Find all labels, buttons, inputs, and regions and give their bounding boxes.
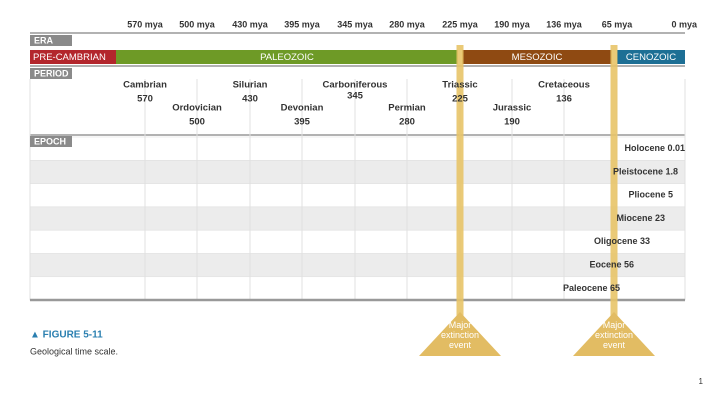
period-name: Devonian [281,103,324,114]
period-mya: 190 [504,117,520,128]
epoch-row [29,206,686,231]
time-label: 395 mya [284,19,321,29]
extinction-note: Major extinction event [440,320,480,350]
period-name: Cretaceous [538,80,590,91]
period-name: Ordovician [172,103,222,114]
epoch-header-box [30,136,72,147]
era-label: PRE-CAMBRIAN [33,52,106,63]
time-label: 570 mya [127,19,164,29]
page-number: 1 [699,377,704,386]
era-header-box [30,35,72,46]
time-label: 225 mya [442,19,479,29]
epoch-label: Pliocene 5 [628,190,673,200]
background [29,32,686,302]
epoch-label: Eocene 56 [589,260,634,270]
time-label: 500 mya [179,19,216,29]
epoch-label: Oligocene 33 [594,236,650,246]
time-label: 136 mya [546,19,583,29]
figure-label: ▲ FIGURE 5-11 [30,330,103,341]
period-mya: 430 [242,94,258,105]
extinction-note: Major extinction event [594,320,634,350]
period-mya: 570 [137,94,153,105]
epoch-label: Paleocene 65 [563,283,620,293]
time-label: 280 mya [389,19,426,29]
figure-caption: Geological time scale. [30,346,118,356]
epoch-row [29,229,686,254]
era-bar [462,50,612,64]
extinction-triangle [419,312,501,356]
period-name: Cambrian [123,80,167,91]
epoch-header: EPOCH [34,136,66,146]
epoch-row [29,253,686,278]
era-bar [116,50,458,64]
period-header: PERIOD [34,68,69,78]
time-label: 190 mya [494,19,531,29]
epoch-label: Miocene 23 [616,213,665,223]
period-name: Triassic [442,80,477,91]
era-label: PALEOZOIC [260,52,314,63]
time-label: 65 mya [602,19,634,29]
epoch-row [29,136,686,161]
era-header: ERA [34,35,54,45]
era-label: CENOZOIC [626,52,676,63]
period-mya: 500 [189,117,205,128]
period-name: Jurassic [493,103,532,114]
foreground: 570 mya 500 mya 430 mya 395 mya 345 mya 280 m… [30,19,698,356]
period-mya: 280 [399,117,415,128]
period-mya: 395 [294,117,311,128]
period-header-box [30,68,72,79]
extinction-bar [456,45,464,317]
time-label: 430 mya [232,19,269,29]
period-name: Silurian [233,80,268,91]
epoch-row [29,160,686,184]
epoch-row [29,183,686,208]
extinction-triangle [573,312,655,356]
era-bar [30,50,116,64]
period-name: Carboniferous [323,80,388,91]
era-label: MESOZOIC [512,52,563,63]
epoch-label: Pleistocene 1.8 [613,166,678,176]
time-label: 345 mya [337,19,374,29]
time-label: 0 mya [671,19,698,29]
period-mya: 225 [452,94,469,105]
extinction-bar [610,45,618,317]
period-name: Permian [388,103,426,114]
period-mya: 345 [347,91,364,102]
epoch-label: Holocene 0.01 [624,143,685,153]
period-mya: 136 [556,94,572,105]
era-bar [617,50,685,64]
